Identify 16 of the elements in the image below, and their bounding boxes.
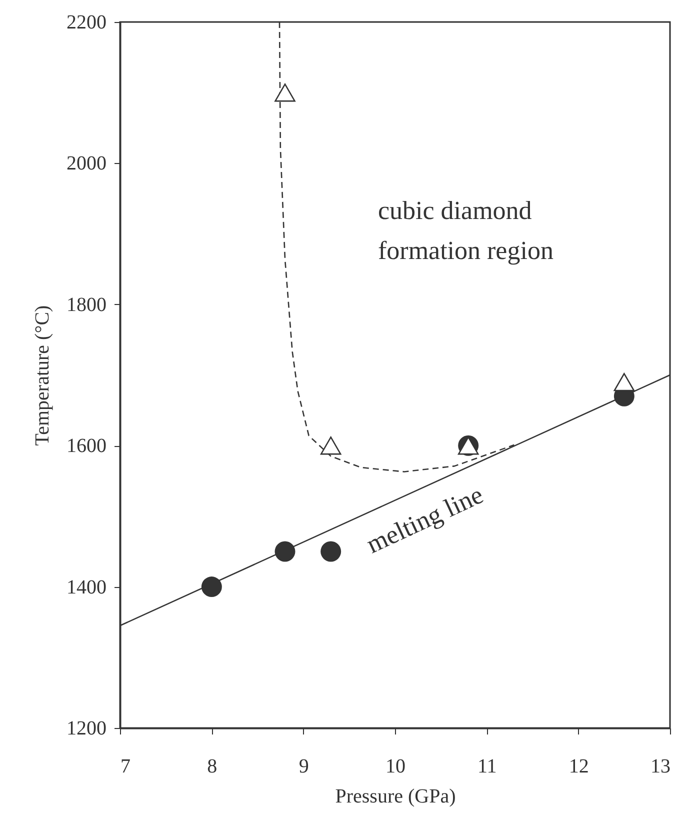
x-tick-label: 8 [207, 756, 218, 778]
y-axis-title: Temperature (°C) [32, 305, 54, 446]
y-tick-label: 1400 [66, 576, 106, 598]
y-tick-label: 1800 [66, 294, 106, 316]
x-tick-label: 13 [650, 756, 670, 778]
y-tick-label: 1600 [66, 435, 106, 458]
y-tick-label: 2000 [66, 152, 106, 175]
y-tick-label: 2200 [66, 12, 106, 34]
y-tick-label: 1200 [66, 718, 106, 740]
x-tick-label: 7 [120, 756, 130, 778]
x-tick-label: 9 [298, 756, 309, 778]
x-axis-title: Pressure (GPa) [335, 786, 456, 808]
x-tick-label: 10 [386, 756, 406, 778]
x-tick-label: 12 [568, 756, 589, 778]
x-tick-label: 11 [478, 756, 497, 778]
annotation: cubic diamond formation region [378, 196, 554, 265]
